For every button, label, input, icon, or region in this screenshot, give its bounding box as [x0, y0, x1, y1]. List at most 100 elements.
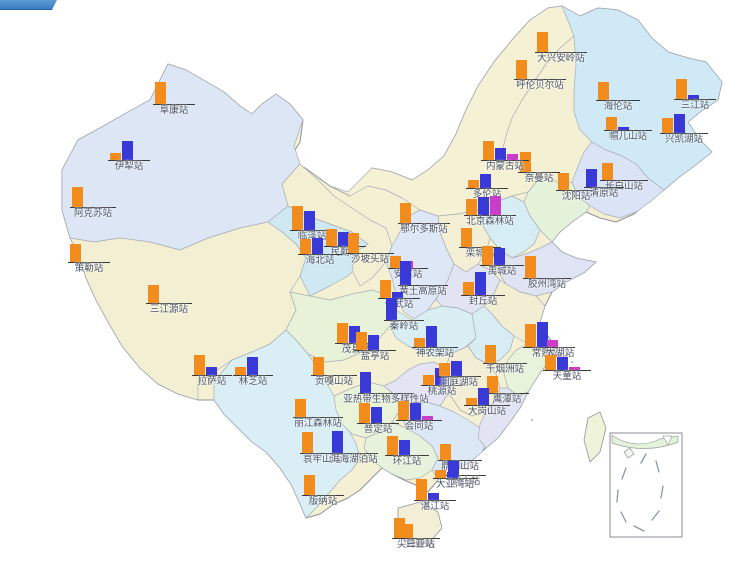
station-bar-blue[interactable] — [122, 141, 133, 160]
station-bar-orange[interactable] — [292, 206, 303, 230]
station-bar-orange[interactable] — [516, 60, 527, 79]
station-label[interactable]: 版纳站 — [308, 496, 338, 507]
station-label[interactable]: 盐亭站 — [360, 351, 390, 362]
station-bar-orange[interactable] — [598, 82, 609, 100]
station-bar-orange[interactable] — [482, 246, 493, 265]
station-bar-orange[interactable] — [148, 285, 159, 303]
station-bar-orange[interactable] — [676, 79, 687, 99]
station-bar-magenta[interactable] — [422, 416, 433, 420]
station-label[interactable]: 长武站 — [384, 299, 414, 310]
station-bar-blue[interactable] — [475, 272, 486, 295]
station-bar-orange[interactable] — [402, 524, 413, 538]
station-label[interactable]: 哀牢山站 — [302, 454, 342, 465]
station-bar-orange[interactable] — [194, 355, 205, 375]
station-label[interactable]: 尖峰岭站 — [396, 539, 436, 550]
station-bar-orange[interactable] — [356, 332, 367, 350]
station-bar-orange[interactable] — [155, 82, 166, 104]
station-label[interactable]: 普定站 — [363, 424, 393, 435]
station-bar-orange[interactable] — [394, 518, 405, 538]
station-bar-orange[interactable] — [483, 141, 494, 160]
station-bar-blue[interactable] — [447, 472, 458, 478]
station-label[interactable]: 大岗山站 — [467, 406, 507, 417]
station-bar-orange[interactable] — [525, 324, 536, 347]
station-bar-orange[interactable] — [416, 479, 427, 500]
station-bar-orange[interactable] — [326, 229, 337, 246]
station-bar-blue[interactable] — [688, 95, 699, 99]
station-bar-orange[interactable] — [348, 233, 359, 253]
station-label[interactable]: 鄂尔多斯站 — [400, 224, 448, 235]
station-bar-magenta[interactable] — [507, 154, 518, 160]
station-bar-blue[interactable] — [618, 127, 629, 130]
station-bar-orange[interactable] — [110, 153, 121, 160]
station-bar-orange[interactable] — [487, 376, 498, 393]
station-label[interactable]: 神农架站 — [415, 348, 455, 359]
station-bar-orange[interactable] — [466, 199, 477, 215]
station-bar-orange[interactable] — [400, 203, 411, 223]
station-bar-blue[interactable] — [371, 407, 382, 423]
station-label[interactable]: 丽江森林站 — [294, 418, 342, 429]
station-bar-blue[interactable] — [399, 440, 410, 455]
station-bar-blue[interactable] — [478, 197, 489, 215]
station-bar-orange[interactable] — [302, 432, 313, 453]
station-bar-magenta[interactable] — [547, 340, 558, 347]
station-label[interactable]: 内蒙古站 — [485, 161, 525, 172]
station-bar-orange[interactable] — [537, 32, 548, 52]
station-label[interactable]: 多伦站 — [472, 189, 502, 200]
station-bar-orange[interactable] — [520, 152, 531, 172]
station-label[interactable]: 千烟洲站 — [485, 364, 525, 375]
station-label[interactable]: 洞庭湖站 — [439, 377, 479, 388]
station-label[interactable]: 清原站 — [589, 188, 619, 199]
station-bar-orange[interactable] — [545, 355, 556, 370]
station-bar-orange[interactable] — [662, 118, 673, 133]
station-bar-magenta[interactable] — [569, 367, 580, 370]
station-label[interactable]: 三亚站 — [405, 539, 435, 550]
header-tab[interactable] — [0, 0, 57, 10]
station-label[interactable]: 长白山站 — [604, 181, 644, 192]
station-bar-orange[interactable] — [313, 357, 324, 375]
station-bar-orange[interactable] — [440, 444, 451, 460]
station-bar-orange[interactable] — [602, 163, 613, 180]
station-bar-orange[interactable] — [70, 244, 81, 262]
station-label[interactable]: 禹城站 — [487, 266, 517, 277]
station-label[interactable]: 兴凯湖站 — [664, 134, 704, 145]
station-label[interactable]: 三江站 — [680, 100, 710, 111]
station-label[interactable]: 亚热带生物多样性站 — [343, 394, 429, 405]
station-bar-blue[interactable] — [537, 322, 548, 347]
station-bar-blue[interactable] — [451, 361, 462, 376]
station-label[interactable]: 奈曼站 — [524, 173, 554, 184]
station-bar-blue[interactable] — [557, 357, 568, 370]
station-label[interactable]: 呼伦贝尔站 — [516, 80, 564, 91]
station-label[interactable]: 海北站 — [305, 255, 335, 266]
station-label[interactable]: 三江源站 — [149, 304, 189, 315]
station-label[interactable]: 天童站 — [552, 371, 582, 382]
station-bar-blue[interactable] — [349, 326, 360, 343]
station-bar-orange[interactable] — [390, 256, 401, 268]
station-label[interactable]: 湛江站 — [420, 501, 450, 512]
station-bar-blue[interactable] — [480, 174, 491, 188]
station-bar-blue[interactable] — [495, 148, 506, 160]
station-bar-blue[interactable] — [410, 403, 421, 420]
station-bar-orange[interactable] — [558, 173, 569, 190]
station-label[interactable]: 洱海湖泊站 — [330, 454, 378, 465]
station-bar-orange[interactable] — [387, 436, 398, 455]
station-label[interactable]: 鹰潭站 — [492, 394, 522, 405]
station-label[interactable]: 大兴安岭站 — [537, 53, 585, 64]
station-bar-blue[interactable] — [392, 292, 403, 298]
station-label[interactable]: 民勤站 — [330, 247, 360, 258]
station-label[interactable]: 常熟站 — [531, 348, 561, 359]
station-label[interactable]: 沈阳站 — [561, 191, 591, 202]
station-label[interactable]: 鹤山站 — [451, 476, 481, 487]
station-label[interactable]: 秦岭站 — [389, 321, 419, 332]
station-label[interactable]: 胶州湾站 — [527, 279, 567, 290]
station-label[interactable]: 沙坡头站 — [350, 254, 390, 265]
station-bar-blue[interactable] — [338, 232, 349, 246]
station-label[interactable]: 阿克苏站 — [73, 208, 113, 219]
station-bar-orange[interactable] — [439, 363, 450, 376]
station-label[interactable]: 帽儿山站 — [608, 131, 648, 142]
station-label[interactable]: 鼎湖山站 — [440, 461, 480, 472]
station-label[interactable]: 林芝站 — [238, 376, 268, 387]
station-bar-blue[interactable] — [206, 367, 217, 375]
station-bar-orange[interactable] — [295, 399, 306, 417]
station-bar-blue[interactable] — [247, 357, 258, 375]
station-bar-orange[interactable] — [466, 398, 477, 405]
